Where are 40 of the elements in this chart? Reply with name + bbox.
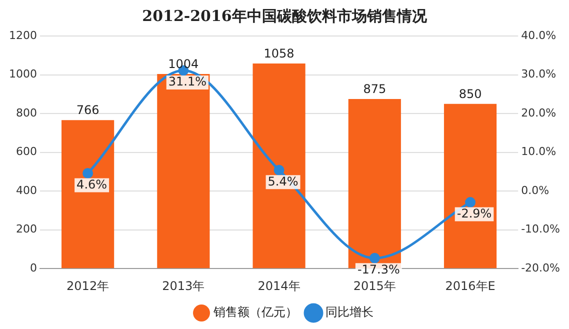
y2-tick-label: 20.0% (521, 106, 556, 120)
point (82, 168, 94, 178)
y-tick-label: 800 (16, 106, 37, 120)
x-tick-label: 2015年 (353, 278, 396, 293)
y2-tick-label: 10.0% (521, 145, 556, 158)
point (274, 164, 284, 176)
y2-tick-label: 0.0% (521, 184, 550, 197)
bar (157, 74, 210, 268)
bar (252, 64, 306, 268)
x-tick-label: 2013年 (162, 278, 205, 293)
data-label: 31.1% (168, 74, 206, 89)
point (465, 197, 476, 208)
chart-title: 2012-2016年中国碳酸饮料市场销售情况 (142, 6, 428, 25)
x-tick-label: 2016年E (445, 278, 496, 293)
data-label: -17.3% (357, 262, 400, 276)
y-tick-label: 600 (16, 145, 37, 158)
data-label: 1004 (168, 57, 199, 72)
y2-tick-label: -20.0% (521, 261, 560, 274)
data-label: 4.6% (76, 177, 108, 192)
data-label: 875 (363, 82, 386, 96)
data-label: 850 (458, 86, 482, 101)
y-tick-label: 1200 (8, 28, 37, 42)
x-tick-label: 2012年 (66, 278, 110, 293)
y2-tick-label: 30.0% (521, 68, 556, 81)
legend-label: 销售额（亿元） (212, 305, 298, 320)
bar (444, 104, 497, 268)
y2-tick-label: -10.0% (521, 222, 560, 236)
legend-label: 同比增长 (326, 305, 374, 320)
bar (62, 120, 114, 268)
data-label: -2.9% (456, 206, 492, 220)
x-tick-label: 2014年 (258, 278, 300, 293)
data-label: 5.4% (268, 174, 298, 188)
data-label: 1058 (264, 46, 294, 61)
y-tick-label: 200 (16, 222, 37, 236)
point (369, 252, 380, 264)
y-tick-label: 1000 (8, 68, 37, 81)
y-tick-label: 400 (16, 184, 37, 197)
data-label: 766 (76, 103, 100, 118)
y-tick-label: 0 (30, 261, 37, 274)
y2-tick-label: 40.0% (521, 28, 556, 42)
